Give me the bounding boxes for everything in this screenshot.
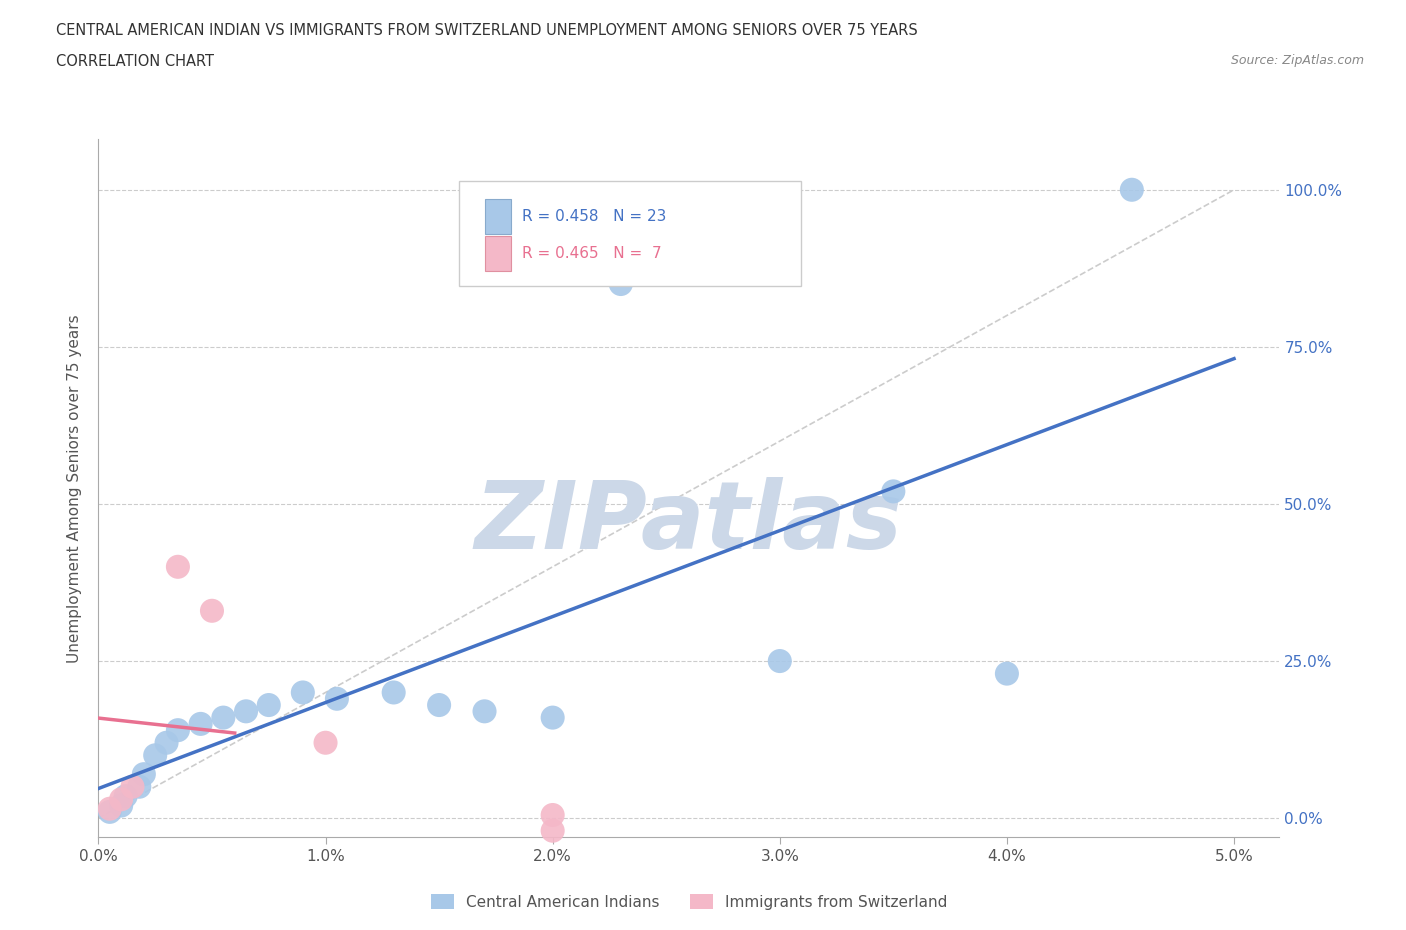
- Point: [143, 748, 166, 763]
- Point: [541, 711, 564, 725]
- Point: [427, 698, 450, 712]
- Point: [235, 704, 257, 719]
- Point: [167, 723, 190, 737]
- Point: [315, 736, 337, 751]
- FancyBboxPatch shape: [458, 181, 801, 286]
- Y-axis label: Unemployment Among Seniors over 75 years: Unemployment Among Seniors over 75 years: [67, 314, 83, 662]
- Point: [541, 823, 564, 838]
- Point: [110, 798, 132, 813]
- Point: [995, 666, 1018, 681]
- Point: [98, 804, 121, 819]
- Point: [610, 276, 633, 291]
- FancyBboxPatch shape: [485, 236, 510, 271]
- Text: ZIPatlas: ZIPatlas: [475, 477, 903, 569]
- Point: [128, 779, 150, 794]
- Point: [382, 685, 405, 700]
- Text: R = 0.465   N =  7: R = 0.465 N = 7: [523, 246, 662, 260]
- Point: [121, 779, 143, 794]
- Point: [541, 807, 564, 822]
- Point: [1121, 182, 1143, 197]
- Point: [132, 766, 155, 781]
- Text: R = 0.458   N = 23: R = 0.458 N = 23: [523, 208, 666, 224]
- Point: [769, 654, 792, 669]
- Point: [114, 789, 136, 804]
- Point: [201, 604, 224, 618]
- Point: [98, 802, 121, 817]
- Text: CENTRAL AMERICAN INDIAN VS IMMIGRANTS FROM SWITZERLAND UNEMPLOYMENT AMONG SENIOR: CENTRAL AMERICAN INDIAN VS IMMIGRANTS FR…: [56, 23, 918, 38]
- Point: [882, 484, 904, 498]
- Point: [190, 716, 212, 731]
- Point: [474, 704, 496, 719]
- Point: [110, 791, 132, 806]
- Point: [257, 698, 280, 712]
- Legend: Central American Indians, Immigrants from Switzerland: Central American Indians, Immigrants fro…: [430, 894, 948, 910]
- Point: [167, 559, 190, 574]
- Text: Source: ZipAtlas.com: Source: ZipAtlas.com: [1230, 54, 1364, 67]
- FancyBboxPatch shape: [485, 199, 510, 233]
- Point: [326, 691, 349, 706]
- Text: CORRELATION CHART: CORRELATION CHART: [56, 54, 214, 69]
- Point: [212, 711, 235, 725]
- Point: [291, 685, 314, 700]
- Point: [155, 736, 177, 751]
